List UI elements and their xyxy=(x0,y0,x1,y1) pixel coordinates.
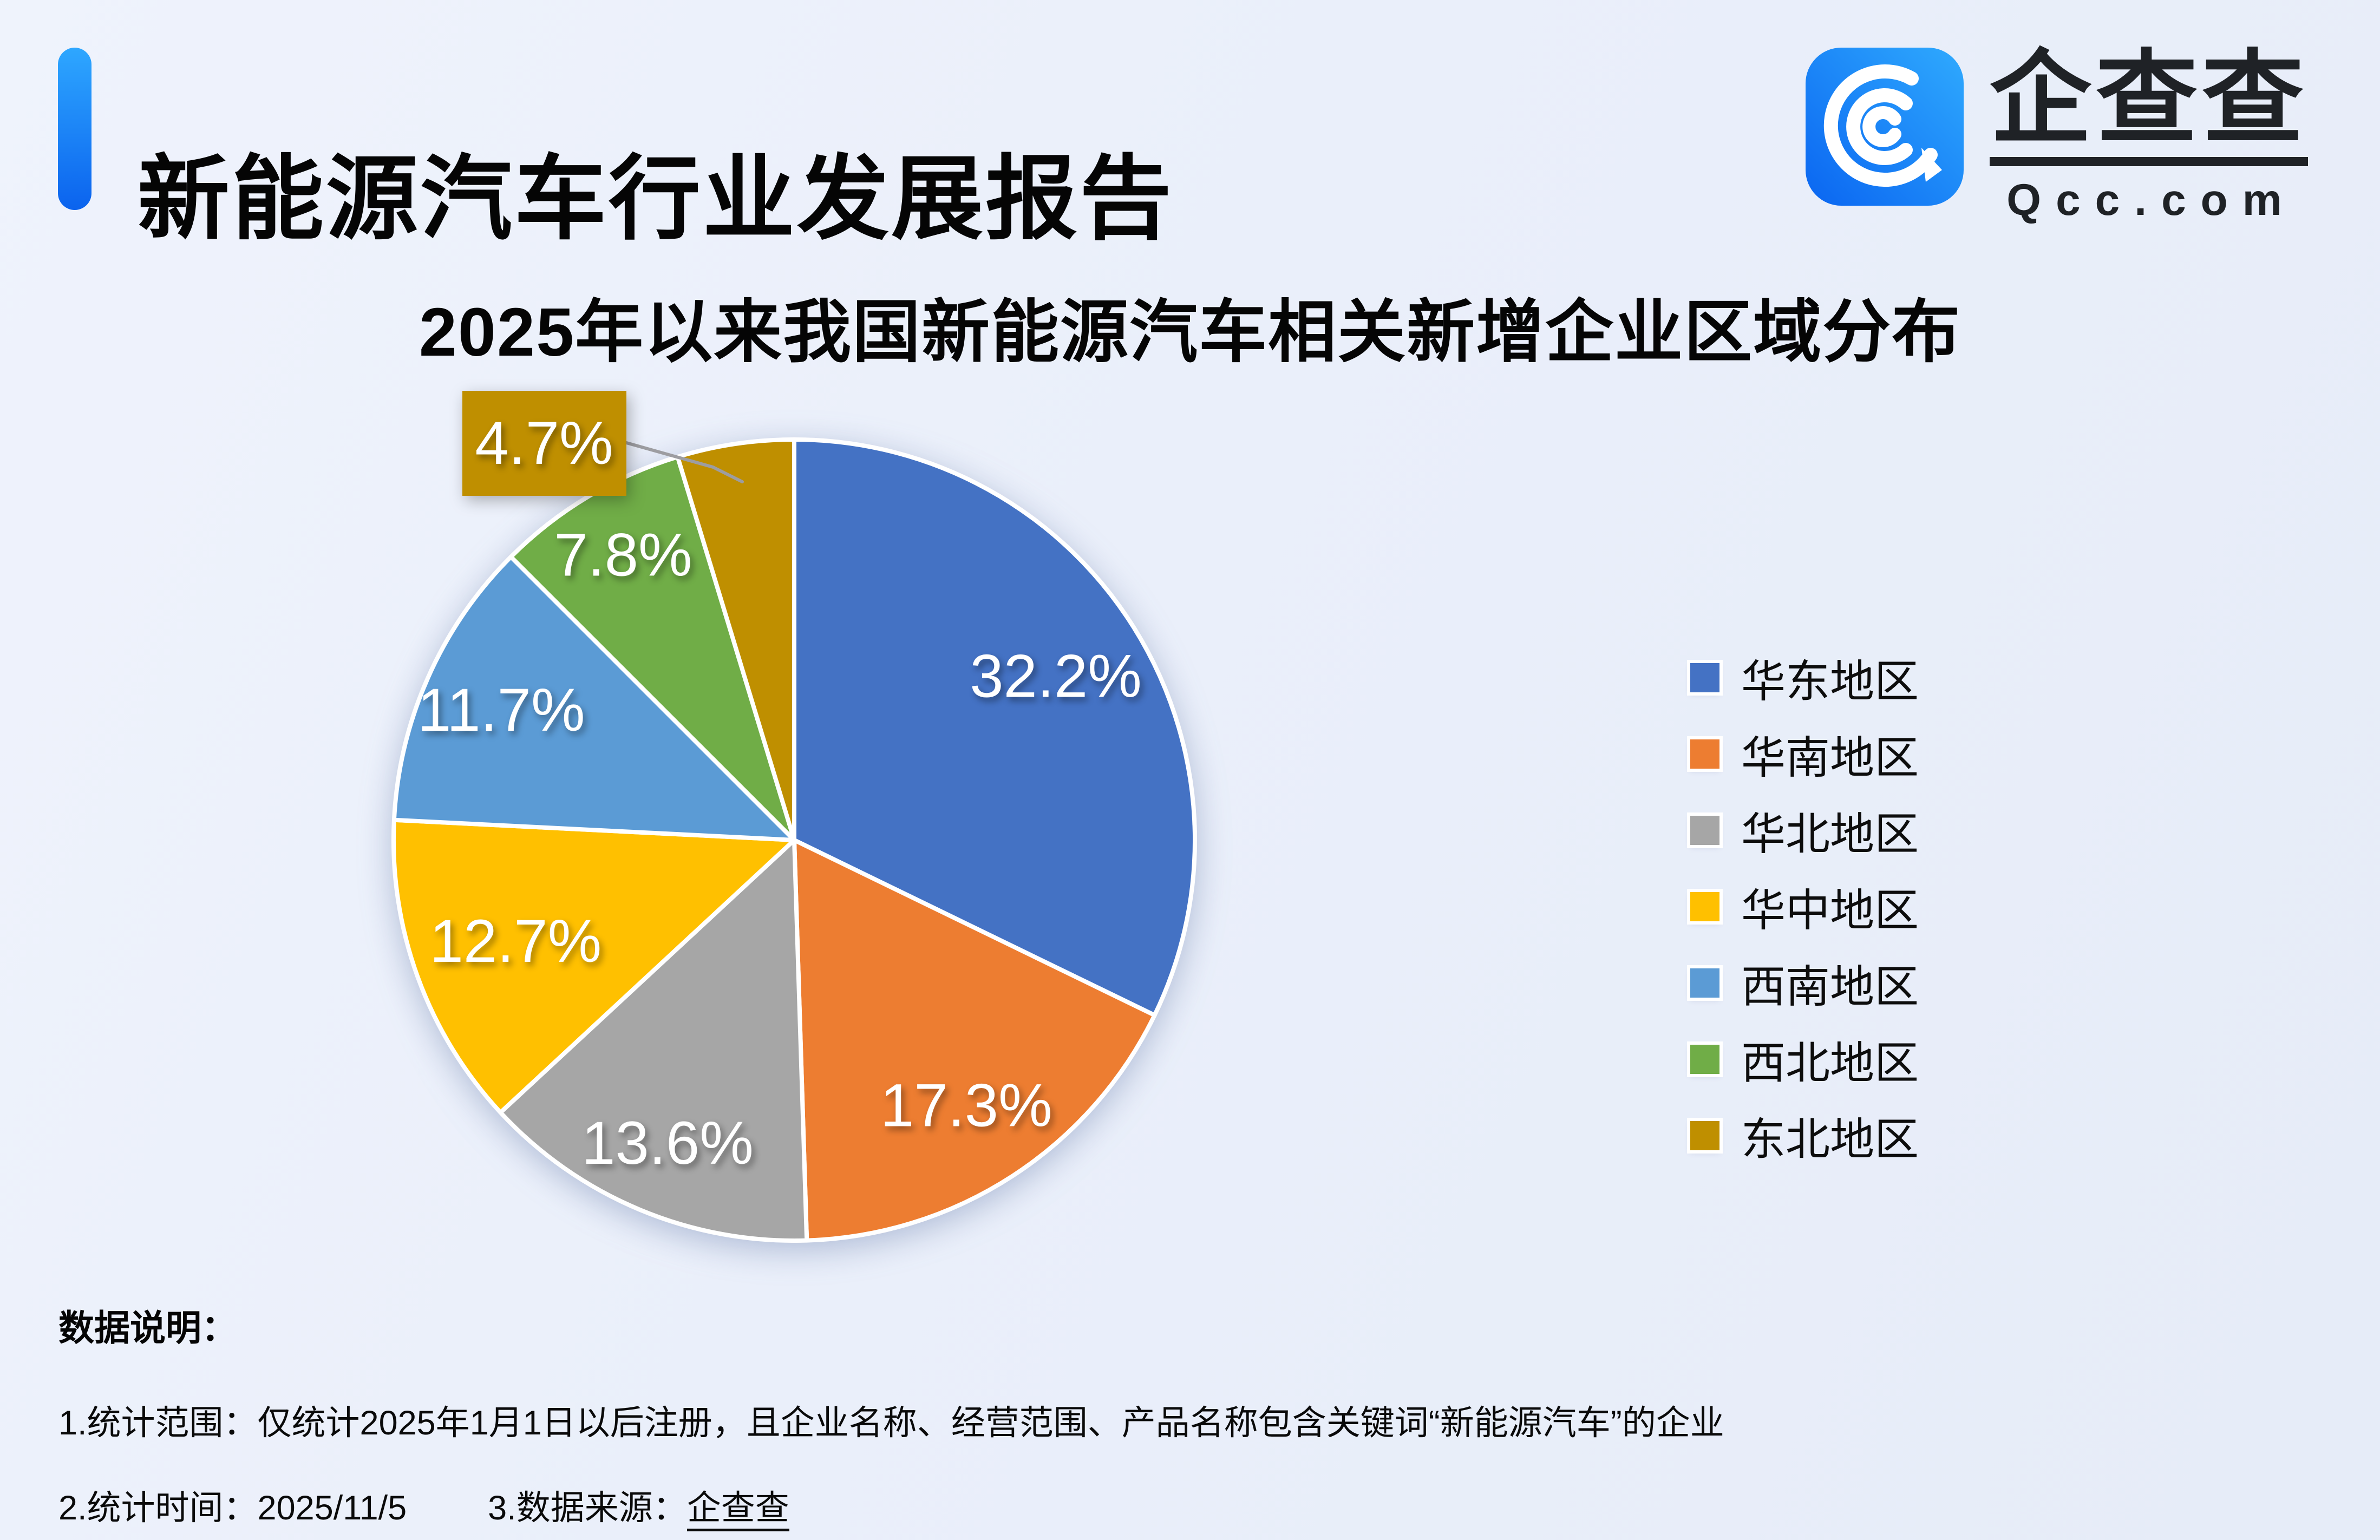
pie-slice-华中地区 xyxy=(391,817,796,1115)
page-title: 新能源汽车行业发展报告 xyxy=(138,147,1174,251)
footer-note-scope: 1.统计范围：仅统计2025年1月1日以后注册，且企业名称、经营范围、产品名称包… xyxy=(58,1404,1724,1442)
legend-item-西南地区: 西南地区 xyxy=(1690,945,1919,1021)
pie-data-label: 13.6% xyxy=(581,1109,754,1177)
footer-notes: 数据说明： 1.统计范围：仅统计2025年1月1日以后注册，且企业名称、经营范围… xyxy=(58,1299,1724,1531)
pie-slice-西南地区 xyxy=(391,554,796,842)
legend-label: 华南地区 xyxy=(1741,733,1919,783)
pie-data-label: 7.8% xyxy=(554,521,692,588)
pie-data-label: 32.2% xyxy=(970,643,1142,710)
pie-slices xyxy=(391,437,1198,1243)
legend-item-华中地区: 华中地区 xyxy=(1690,868,1919,945)
pie-slice-东北地区 xyxy=(675,437,796,842)
pie-data-label: 12.7% xyxy=(430,907,602,975)
footer-heading: 数据说明： xyxy=(58,1308,237,1348)
legend-swatch xyxy=(1690,663,1719,692)
footer-stat-time-value: 2025/11/5 xyxy=(257,1489,407,1527)
pie-data-label: 11.7% xyxy=(417,676,585,744)
chart-title: 2025年以来我国新能源汽车相关新增企业区域分布 xyxy=(419,294,1961,370)
legend-swatch xyxy=(1690,968,1719,998)
qcc-logo: 企查查 Qcc.com xyxy=(1806,48,2308,226)
legend-label: 华东地区 xyxy=(1741,657,1919,706)
legend-item-东北地区: 东北地区 xyxy=(1690,1097,1919,1174)
title-accent-bar xyxy=(58,48,91,210)
legend-item-华北地区: 华北地区 xyxy=(1690,792,1919,868)
pie-slice-华南地区 xyxy=(792,838,1157,1243)
legend-label: 华北地区 xyxy=(1741,810,1919,859)
pie-chart: 4.7% 32.2% 17.3% 13.6% 12.7% 11.7% 7.8% xyxy=(391,391,1198,1243)
brand-domain: Qcc.com xyxy=(2006,175,2297,225)
pie-callout: 4.7% xyxy=(462,391,744,496)
legend-swatch xyxy=(1690,739,1719,769)
footer-note-meta: 2.统计时间：2025/11/5 3.数据来源：企查查 xyxy=(58,1480,1724,1531)
footer-stat-time-label: 2.统计时间： xyxy=(58,1489,258,1527)
legend-item-华南地区: 华南地区 xyxy=(1690,716,1919,792)
legend-swatch xyxy=(1690,1120,1719,1150)
pie-data-label: 17.3% xyxy=(880,1072,1052,1139)
legend-label: 东北地区 xyxy=(1741,1115,1919,1164)
callout-box-东北地区 xyxy=(462,391,626,496)
legend-item-华东地区: 华东地区 xyxy=(1690,639,1919,716)
callout-data-label: 4.7% xyxy=(475,409,613,477)
legend-label: 西北地区 xyxy=(1741,1039,1919,1088)
chart-legend: 华东地区华南地区华北地区华中地区西南地区西北地区东北地区 xyxy=(1690,639,1919,1174)
legend-swatch xyxy=(1690,892,1719,921)
legend-swatch xyxy=(1690,1044,1719,1074)
footer-source-label: 3.数据来源： xyxy=(488,1489,687,1527)
pie-slice-华北地区 xyxy=(498,838,809,1243)
legend-swatch xyxy=(1690,815,1719,845)
qcc-logo-icon xyxy=(1806,48,1964,206)
pie-slice-华东地区 xyxy=(792,437,1198,1018)
legend-label: 西南地区 xyxy=(1741,962,1919,1012)
callout-leader-line xyxy=(625,441,744,483)
pie-slice-西北地区 xyxy=(508,455,796,842)
legend-item-西北地区: 西北地区 xyxy=(1690,1021,1919,1097)
legend-label: 华中地区 xyxy=(1741,886,1919,935)
brand-name: 企查查 xyxy=(1990,48,2308,166)
pie-data-labels: 32.2% 17.3% 13.6% 12.7% 11.7% 7.8% xyxy=(417,521,1142,1177)
footer-source-value: 企查查 xyxy=(686,1489,789,1531)
